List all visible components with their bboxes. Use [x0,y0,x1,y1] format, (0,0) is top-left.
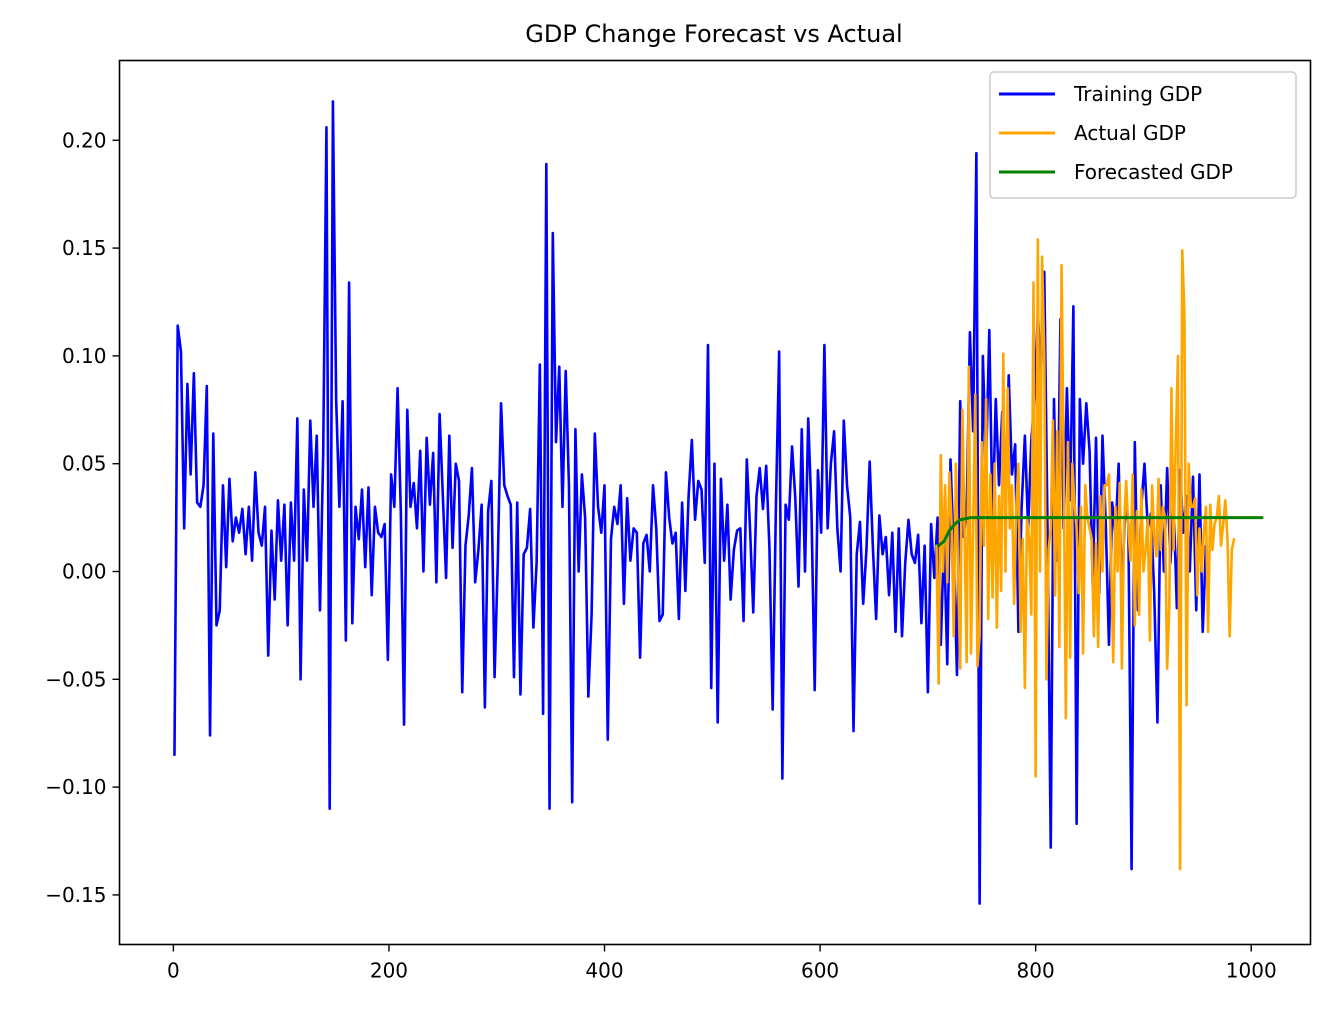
x-tick-label: 800 [1017,959,1055,983]
y-tick-label: −0.10 [45,775,106,799]
series-line-actual-gdp [935,238,1236,871]
legend-label-forecast: Forecasted GDP [1074,160,1233,184]
legend-label-actual: Actual GDP [1074,121,1186,145]
y-tick-label: 0.15 [62,236,107,260]
legend-label-training: Training GDP [1073,82,1202,106]
y-tick-label: 0.20 [62,128,107,152]
series-layer [173,100,1264,905]
y-tick-label: 0.05 [62,452,107,476]
y-tick-label: −0.05 [45,667,106,691]
legend-box [989,71,1297,199]
x-tick-label: 0 [167,959,180,983]
y-tick-label: 0.00 [62,559,107,583]
x-tick-label: 600 [801,959,839,983]
legend: Training GDP Actual GDP Forecasted GDP [989,71,1297,199]
y-tick-label: −0.15 [45,883,106,907]
chart-title: GDP Change Forecast vs Actual [525,20,902,48]
x-tick-label: 1000 [1226,959,1277,983]
series-line-forecasted-gdp [937,516,1264,548]
plot-frame [118,59,1312,946]
y-axis: −0.15 −0.10 −0.05 0.00 0.05 0.10 0.15 0.20 [45,128,120,907]
x-tick-label: 200 [370,959,408,983]
y-tick-label: 0.10 [62,344,107,368]
x-tick-label: 400 [585,959,623,983]
x-axis: 0 200 400 600 800 1000 [167,944,1277,983]
